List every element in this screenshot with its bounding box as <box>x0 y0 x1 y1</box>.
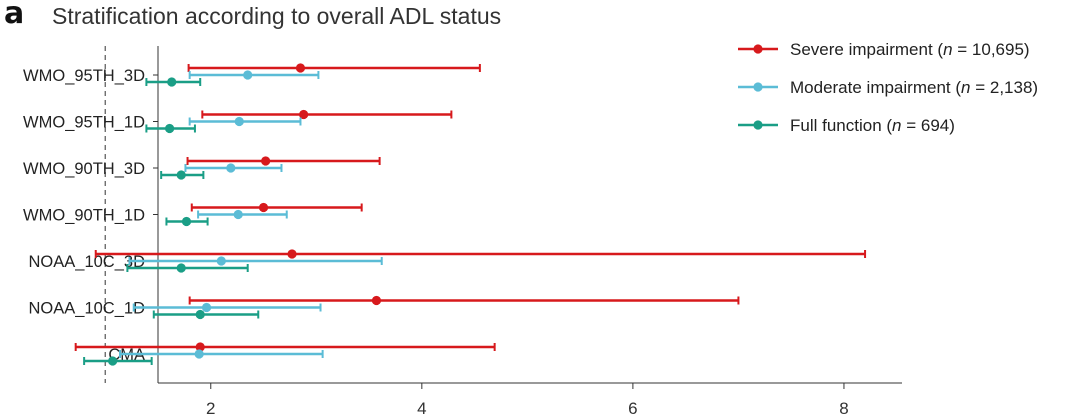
panel-label: a <box>4 0 25 31</box>
point-estimate <box>176 170 186 180</box>
point-estimate <box>234 116 244 127</box>
legend-label: Moderate impairment (n = 2,138) <box>790 78 1038 97</box>
y-tick-label: WMO_90TH_1D <box>23 207 145 225</box>
point-estimate <box>195 342 205 352</box>
legend-marker <box>753 82 763 92</box>
y-tick-label: NOAA_10C_3D <box>29 253 146 271</box>
point-estimate <box>216 256 226 266</box>
y-tick-label: WMO_95TH_3D <box>23 67 145 85</box>
legend-marker <box>753 120 763 130</box>
legend-marker <box>753 44 763 54</box>
point-estimate <box>371 295 382 306</box>
point-estimate <box>176 263 186 273</box>
point-estimate <box>258 202 269 213</box>
point-estimate <box>243 70 253 80</box>
point-estimate <box>233 209 243 220</box>
x-tick-label: 4 <box>417 399 426 418</box>
x-tick-label: 2 <box>206 399 215 418</box>
y-tick-label: NOAA_10C_1D <box>29 300 146 318</box>
point-estimate <box>195 309 205 320</box>
point-estimate <box>201 302 212 313</box>
point-estimate <box>194 349 204 359</box>
point-estimate <box>108 356 118 366</box>
x-tick-label: 8 <box>839 399 848 418</box>
y-tick-label: WMO_90TH_3D <box>23 160 145 178</box>
point-estimate <box>299 109 309 120</box>
point-estimate <box>261 156 271 166</box>
point-estimate <box>287 249 297 259</box>
point-estimate <box>165 123 175 134</box>
x-tick-label: 6 <box>628 399 637 418</box>
legend-label: Full function (n = 694) <box>790 116 955 135</box>
point-estimate <box>226 163 236 173</box>
y-tick-label: WMO_95TH_1D <box>23 114 145 132</box>
point-estimate <box>167 77 177 87</box>
point-estimate <box>181 216 192 227</box>
legend-label: Severe impairment (n = 10,695) <box>790 40 1030 59</box>
chart-title: Stratification according to overall ADL … <box>52 3 502 29</box>
point-estimate <box>295 63 306 73</box>
